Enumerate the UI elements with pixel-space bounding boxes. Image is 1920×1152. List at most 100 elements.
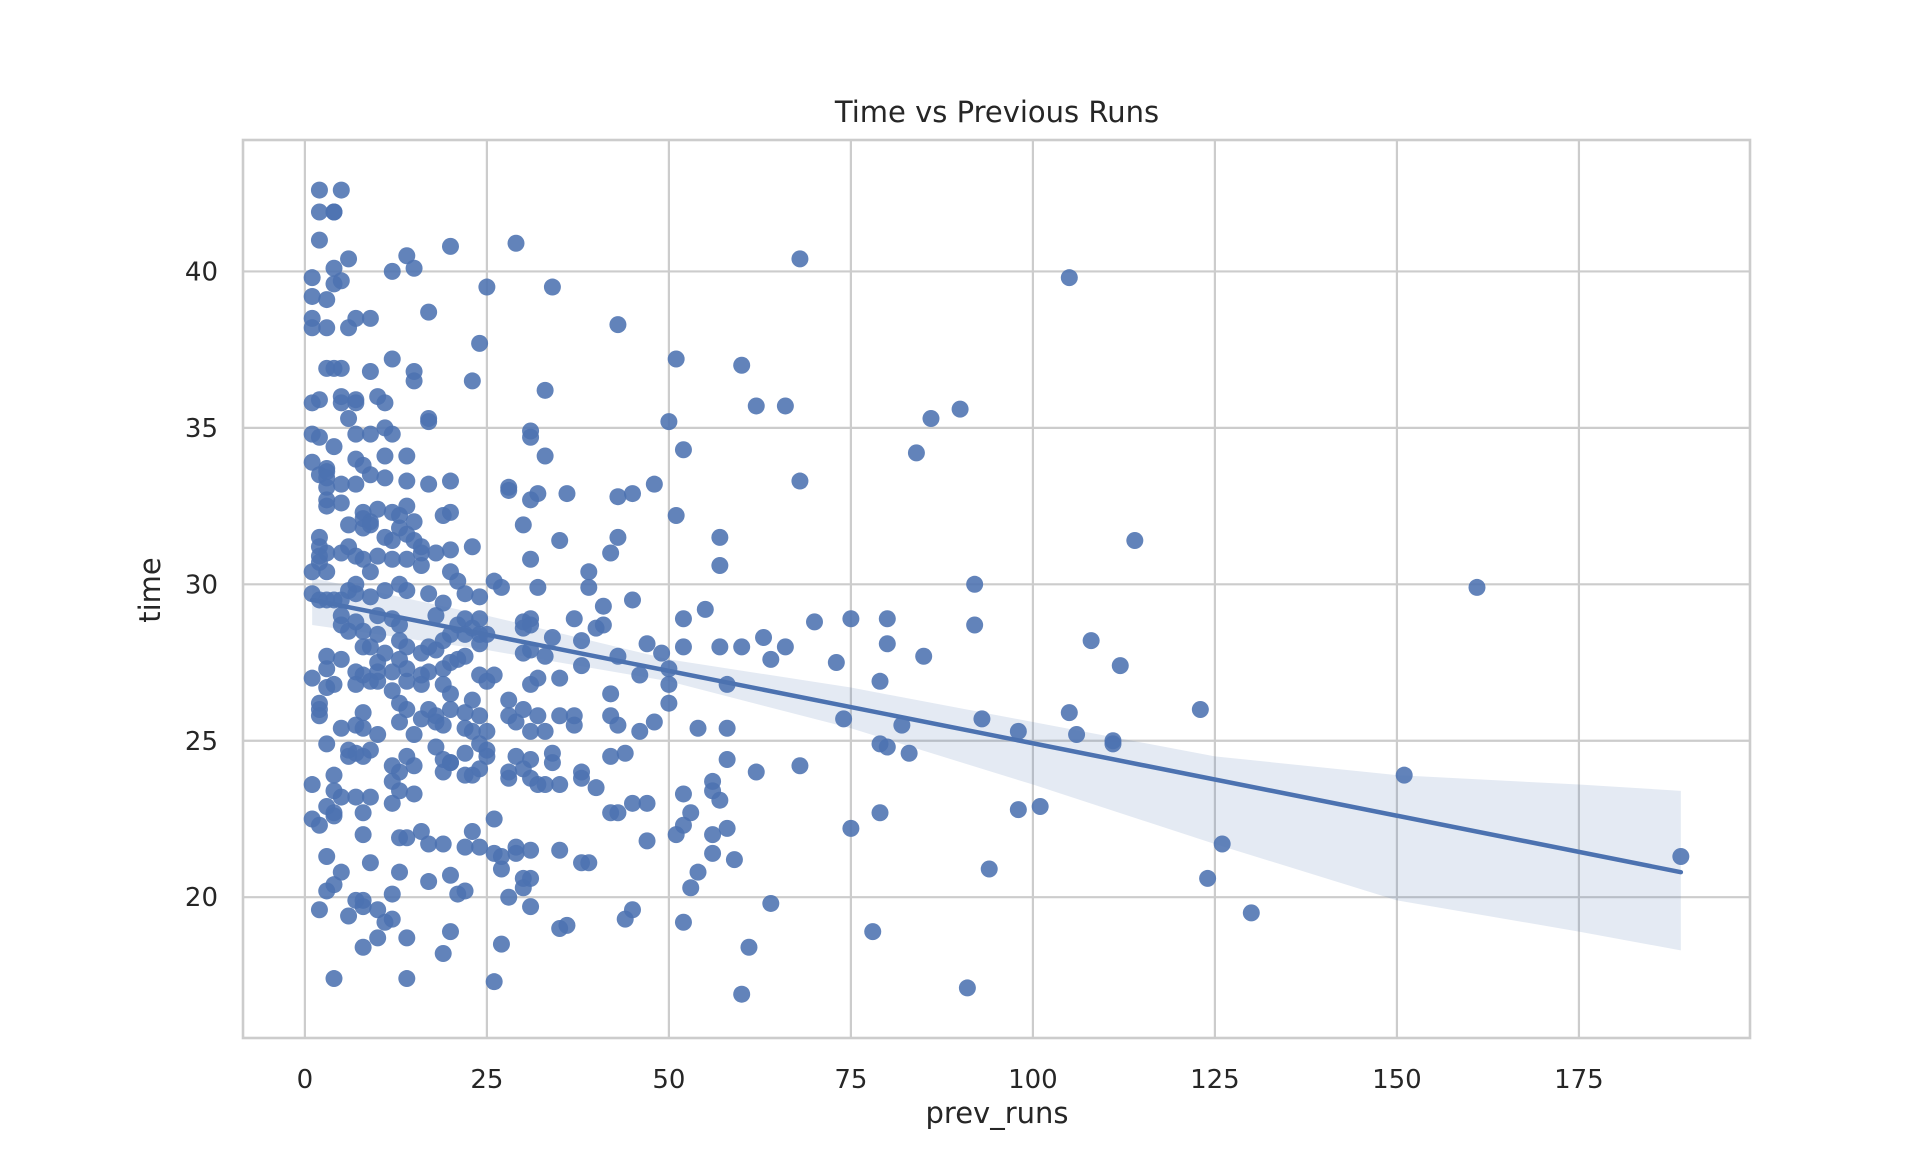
data-point (456, 882, 474, 900)
data-point (463, 822, 481, 840)
data-point (318, 319, 336, 337)
data-point (1009, 722, 1027, 740)
data-point (347, 309, 365, 327)
data-point (361, 466, 379, 484)
data-point (915, 647, 933, 665)
data-point (827, 654, 845, 672)
data-point (893, 716, 911, 734)
data-point (340, 409, 358, 427)
data-point (303, 669, 321, 687)
data-point (412, 644, 430, 662)
x-tick-label: 50 (652, 1065, 685, 1095)
data-point (587, 779, 605, 797)
data-point (340, 747, 358, 765)
data-point (332, 181, 350, 199)
data-point (318, 544, 336, 562)
data-point (361, 363, 379, 381)
data-point (303, 287, 321, 305)
data-point (492, 578, 510, 596)
data-point (441, 654, 459, 672)
data-point (318, 497, 336, 515)
data-point (536, 381, 554, 399)
data-point (674, 610, 692, 628)
data-point (522, 616, 540, 634)
data-point (471, 334, 489, 352)
x-tick-label: 150 (1372, 1065, 1422, 1095)
data-point (638, 794, 656, 812)
data-point (441, 700, 459, 718)
data-point (696, 600, 714, 618)
data-point (718, 751, 736, 769)
data-point (878, 610, 896, 628)
data-point (609, 528, 627, 546)
data-point (310, 901, 328, 919)
data-point (551, 776, 569, 794)
data-point (354, 898, 372, 916)
data-point (1082, 632, 1100, 650)
data-point (412, 822, 430, 840)
y-tick-labels: 20 25 30 35 40 (185, 257, 218, 913)
data-point (602, 544, 620, 562)
data-point (492, 935, 510, 953)
data-point (565, 610, 583, 628)
data-point (791, 472, 809, 490)
data-point (602, 685, 620, 703)
data-point (332, 788, 350, 806)
data-point (361, 563, 379, 581)
data-point (733, 985, 751, 1003)
data-point (412, 544, 430, 562)
data-point (347, 394, 365, 412)
data-point (565, 716, 583, 734)
data-point (522, 550, 540, 568)
data-point (369, 672, 387, 690)
data-point (354, 938, 372, 956)
data-point (361, 425, 379, 443)
data-point (347, 585, 365, 603)
data-point (1009, 801, 1027, 819)
data-point (441, 541, 459, 559)
data-point (354, 622, 372, 640)
data-point (718, 719, 736, 737)
data-point (441, 237, 459, 255)
data-point (871, 672, 889, 690)
data-point (609, 716, 627, 734)
data-point (332, 359, 350, 377)
data-point (507, 713, 525, 731)
data-point (522, 898, 540, 916)
data-point (689, 863, 707, 881)
data-point (361, 588, 379, 606)
data-point (762, 650, 780, 668)
data-point (478, 722, 496, 740)
data-point (332, 394, 350, 412)
data-point (441, 472, 459, 490)
data-point (456, 744, 474, 762)
data-point (704, 844, 722, 862)
data-point (958, 979, 976, 997)
data-point (398, 582, 416, 600)
data-point (667, 350, 685, 368)
data-point (878, 738, 896, 756)
data-point (507, 844, 525, 862)
data-point (318, 478, 336, 496)
data-point (711, 638, 729, 656)
data-point (623, 591, 641, 609)
data-point (1395, 766, 1413, 784)
data-point (1031, 797, 1049, 815)
data-point (325, 438, 343, 456)
axes-frame (241, 138, 1752, 1040)
data-point (405, 259, 423, 277)
data-point (325, 675, 343, 693)
data-point (391, 782, 409, 800)
data-point (420, 873, 438, 891)
data-point (543, 628, 561, 646)
data-point (733, 356, 751, 374)
data-point (747, 397, 765, 415)
x-tick-label: 175 (1554, 1065, 1604, 1095)
data-point (682, 804, 700, 822)
data-point (551, 532, 569, 550)
data-point (609, 316, 627, 334)
data-point (383, 425, 401, 443)
data-point (420, 663, 438, 681)
